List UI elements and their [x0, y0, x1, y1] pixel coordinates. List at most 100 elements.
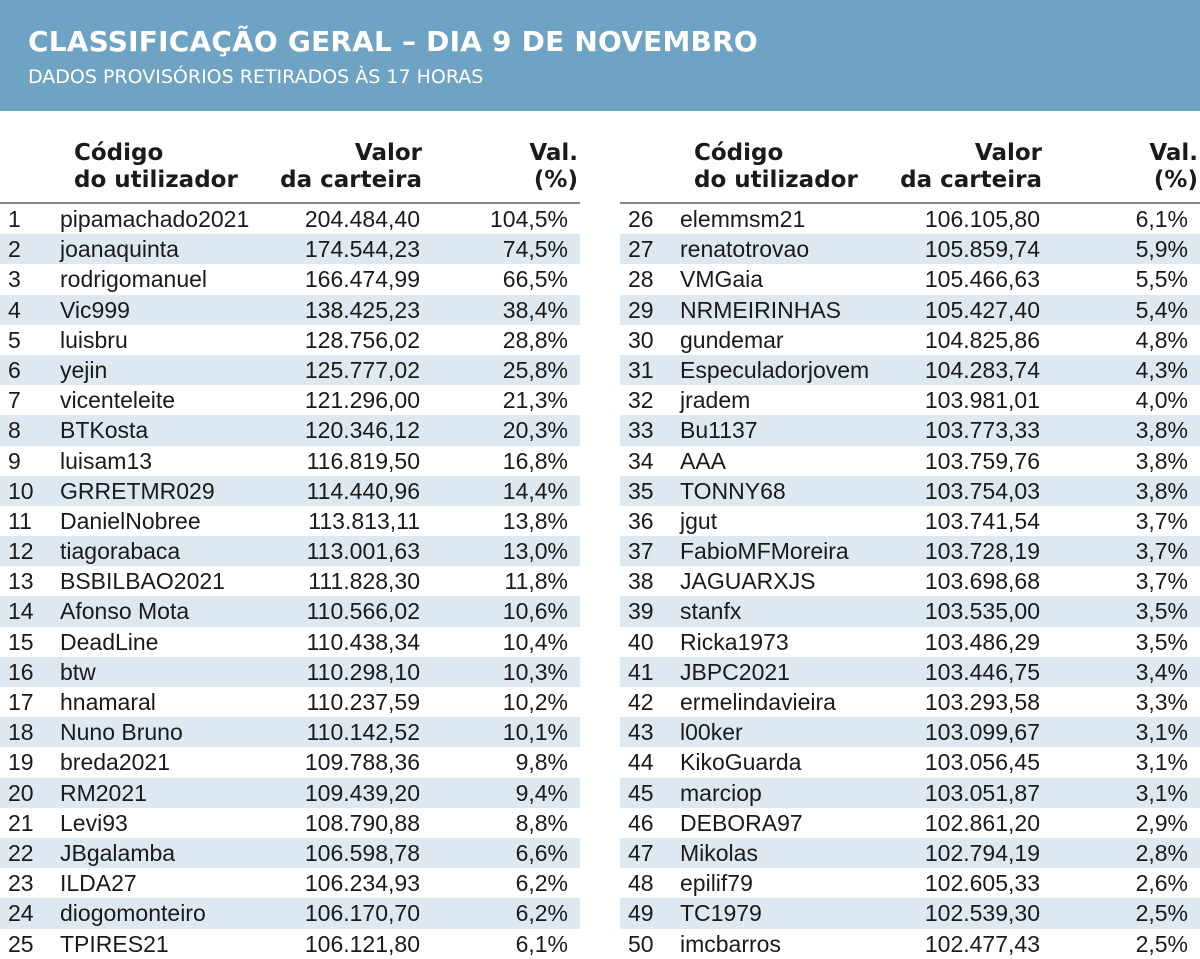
user-cell: Ricka1973	[680, 628, 789, 655]
value-cell: 138.425,23	[304, 296, 420, 323]
percent-cell: 3,1%	[1135, 719, 1188, 746]
value-cell: 103.698,68	[924, 568, 1040, 595]
table-row: 6 yejin 125.777,02 25,8%	[0, 354, 580, 386]
percent-cell: 3,5%	[1135, 628, 1188, 655]
user-cell: TC1979	[680, 900, 762, 927]
rank-cell: 50	[628, 930, 654, 957]
percent-cell: 3,7%	[1135, 568, 1188, 595]
rank-cell: 21	[8, 809, 34, 836]
table-row: 30 gundemar 104.825,86 4,8%	[620, 325, 1200, 355]
user-cell: elemmsm21	[680, 206, 806, 232]
page-title: CLASSIFICAÇÃO GERAL – DIA 9 DE NOVEMBRO	[28, 25, 758, 58]
percent-cell: 3,4%	[1135, 658, 1188, 685]
percent-cell: 3,8%	[1135, 417, 1188, 444]
table-row: 11 DanielNobree 113.813,11 13,8%	[0, 506, 580, 536]
percent-cell: 38,4%	[502, 296, 568, 323]
rank-cell: 29	[628, 296, 654, 323]
table-header: Código do utilizador Valor da carteira V…	[620, 140, 1200, 204]
user-cell: marciop	[680, 779, 762, 806]
header-percent-change: Val. (%)	[529, 140, 578, 193]
table-row: 22 JBgalamba 106.598,78 6,6%	[0, 837, 580, 869]
percent-cell: 5,9%	[1135, 236, 1188, 263]
rank-cell: 30	[628, 326, 654, 353]
table-row: 3 rodrigomanuel 166.474,99 66,5%	[0, 264, 580, 294]
rank-cell: 24	[8, 900, 34, 927]
value-cell: 104.283,74	[924, 356, 1040, 383]
percent-cell: 10,4%	[502, 628, 568, 655]
table-row: 44 KikoGuarda 103.056,45 3,1%	[620, 747, 1200, 777]
value-cell: 102.794,19	[924, 839, 1040, 866]
table-row: 19 breda2021 109.788,36 9,8%	[0, 747, 580, 777]
value-cell: 103.535,00	[924, 598, 1040, 625]
value-cell: 106.598,78	[304, 839, 420, 866]
percent-cell: 3,7%	[1135, 507, 1188, 534]
table-row: 13 BSBILBAO2021 111.828,30 11,8%	[0, 566, 580, 596]
value-cell: 110.438,34	[306, 628, 420, 655]
rank-cell: 19	[8, 749, 34, 776]
table-row: 15 DeadLine 110.438,34 10,4%	[0, 627, 580, 657]
value-cell: 102.605,33	[924, 870, 1040, 897]
user-cell: imcbarros	[680, 930, 781, 957]
rank-cell: 47	[628, 839, 654, 866]
rank-cell: 27	[628, 236, 654, 263]
rank-cell: 20	[8, 779, 34, 806]
percent-cell: 2,5%	[1135, 900, 1188, 927]
user-cell: Vic999	[60, 296, 130, 323]
value-cell: 116.819,50	[306, 447, 420, 474]
user-cell: jgut	[680, 507, 718, 534]
value-cell: 110.566,02	[306, 598, 420, 625]
title-banner: CLASSIFICAÇÃO GERAL – DIA 9 DE NOVEMBRO …	[0, 0, 1200, 111]
user-cell: luisam13	[60, 447, 153, 474]
value-cell: 166.474,99	[304, 266, 420, 293]
rank-cell: 48	[628, 870, 654, 897]
table-row: 24 diogomonteiro 106.170,70 6,2%	[0, 898, 580, 929]
table-row: 32 jradem 103.981,01 4,0%	[620, 385, 1200, 415]
percent-cell: 4,8%	[1135, 326, 1188, 353]
percent-cell: 10,1%	[502, 719, 568, 746]
table-row: 20 RM2021 109.439,20 9,4%	[0, 777, 580, 808]
rank-cell: 42	[628, 689, 654, 715]
percent-cell: 3,1%	[1135, 749, 1188, 776]
percent-cell: 4,0%	[1135, 387, 1188, 414]
percent-cell: 28,8%	[502, 326, 568, 353]
user-cell: btw	[60, 658, 96, 685]
value-cell: 125.777,02	[304, 356, 420, 383]
percent-cell: 6,2%	[515, 870, 568, 897]
table-row: 46 DEBORA97 102.861,20 2,9%	[620, 808, 1200, 838]
percent-cell: 66,5%	[502, 266, 568, 293]
user-cell: ILDA27	[60, 870, 137, 897]
user-cell: Mikolas	[680, 839, 758, 866]
percent-cell: 2,6%	[1135, 870, 1188, 897]
rank-cell: 14	[8, 598, 34, 625]
user-cell: Afonso Mota	[60, 598, 190, 625]
percent-cell: 3,8%	[1135, 447, 1188, 474]
user-cell: luisbru	[60, 326, 128, 353]
rank-cell: 49	[628, 900, 654, 927]
table-body: 26 elemmsm21 106.105,80 6,1% 27 renatotrovao 1…	[620, 204, 1200, 959]
header-portfolio-value: Valor da carteira	[280, 140, 422, 193]
user-cell: rodrigomanuel	[60, 266, 208, 293]
table-row: 45 marciop 103.051,87 3,1%	[620, 777, 1200, 808]
percent-cell: 2,9%	[1135, 809, 1188, 836]
percent-cell: 6,1%	[515, 930, 568, 957]
user-cell: BTKosta	[60, 417, 149, 444]
percent-cell: 10,2%	[502, 689, 568, 715]
user-cell: stanfx	[680, 598, 742, 625]
percent-cell: 6,6%	[515, 839, 568, 866]
value-cell: 113.813,11	[308, 507, 420, 534]
table-row: 34 AAA 103.759,76 3,8%	[620, 446, 1200, 476]
table-row: 5 luisbru 128.756,02 28,8%	[0, 325, 580, 355]
rank-cell: 13	[8, 568, 34, 595]
value-cell: 103.293,58	[924, 689, 1040, 715]
user-cell: BSBILBAO2021	[60, 568, 225, 595]
percent-cell: 2,8%	[1135, 839, 1188, 866]
rank-cell: 23	[8, 870, 34, 897]
value-cell: 103.981,01	[924, 387, 1040, 414]
user-cell: DEBORA97	[680, 809, 803, 836]
header-user-code: Código do utilizador	[74, 140, 238, 193]
value-cell: 103.056,45	[924, 749, 1040, 776]
rank-cell: 26	[628, 206, 654, 232]
user-cell: joanaquinta	[60, 236, 179, 263]
value-cell: 102.861,20	[924, 809, 1040, 836]
value-cell: 106.170,70	[304, 900, 420, 927]
